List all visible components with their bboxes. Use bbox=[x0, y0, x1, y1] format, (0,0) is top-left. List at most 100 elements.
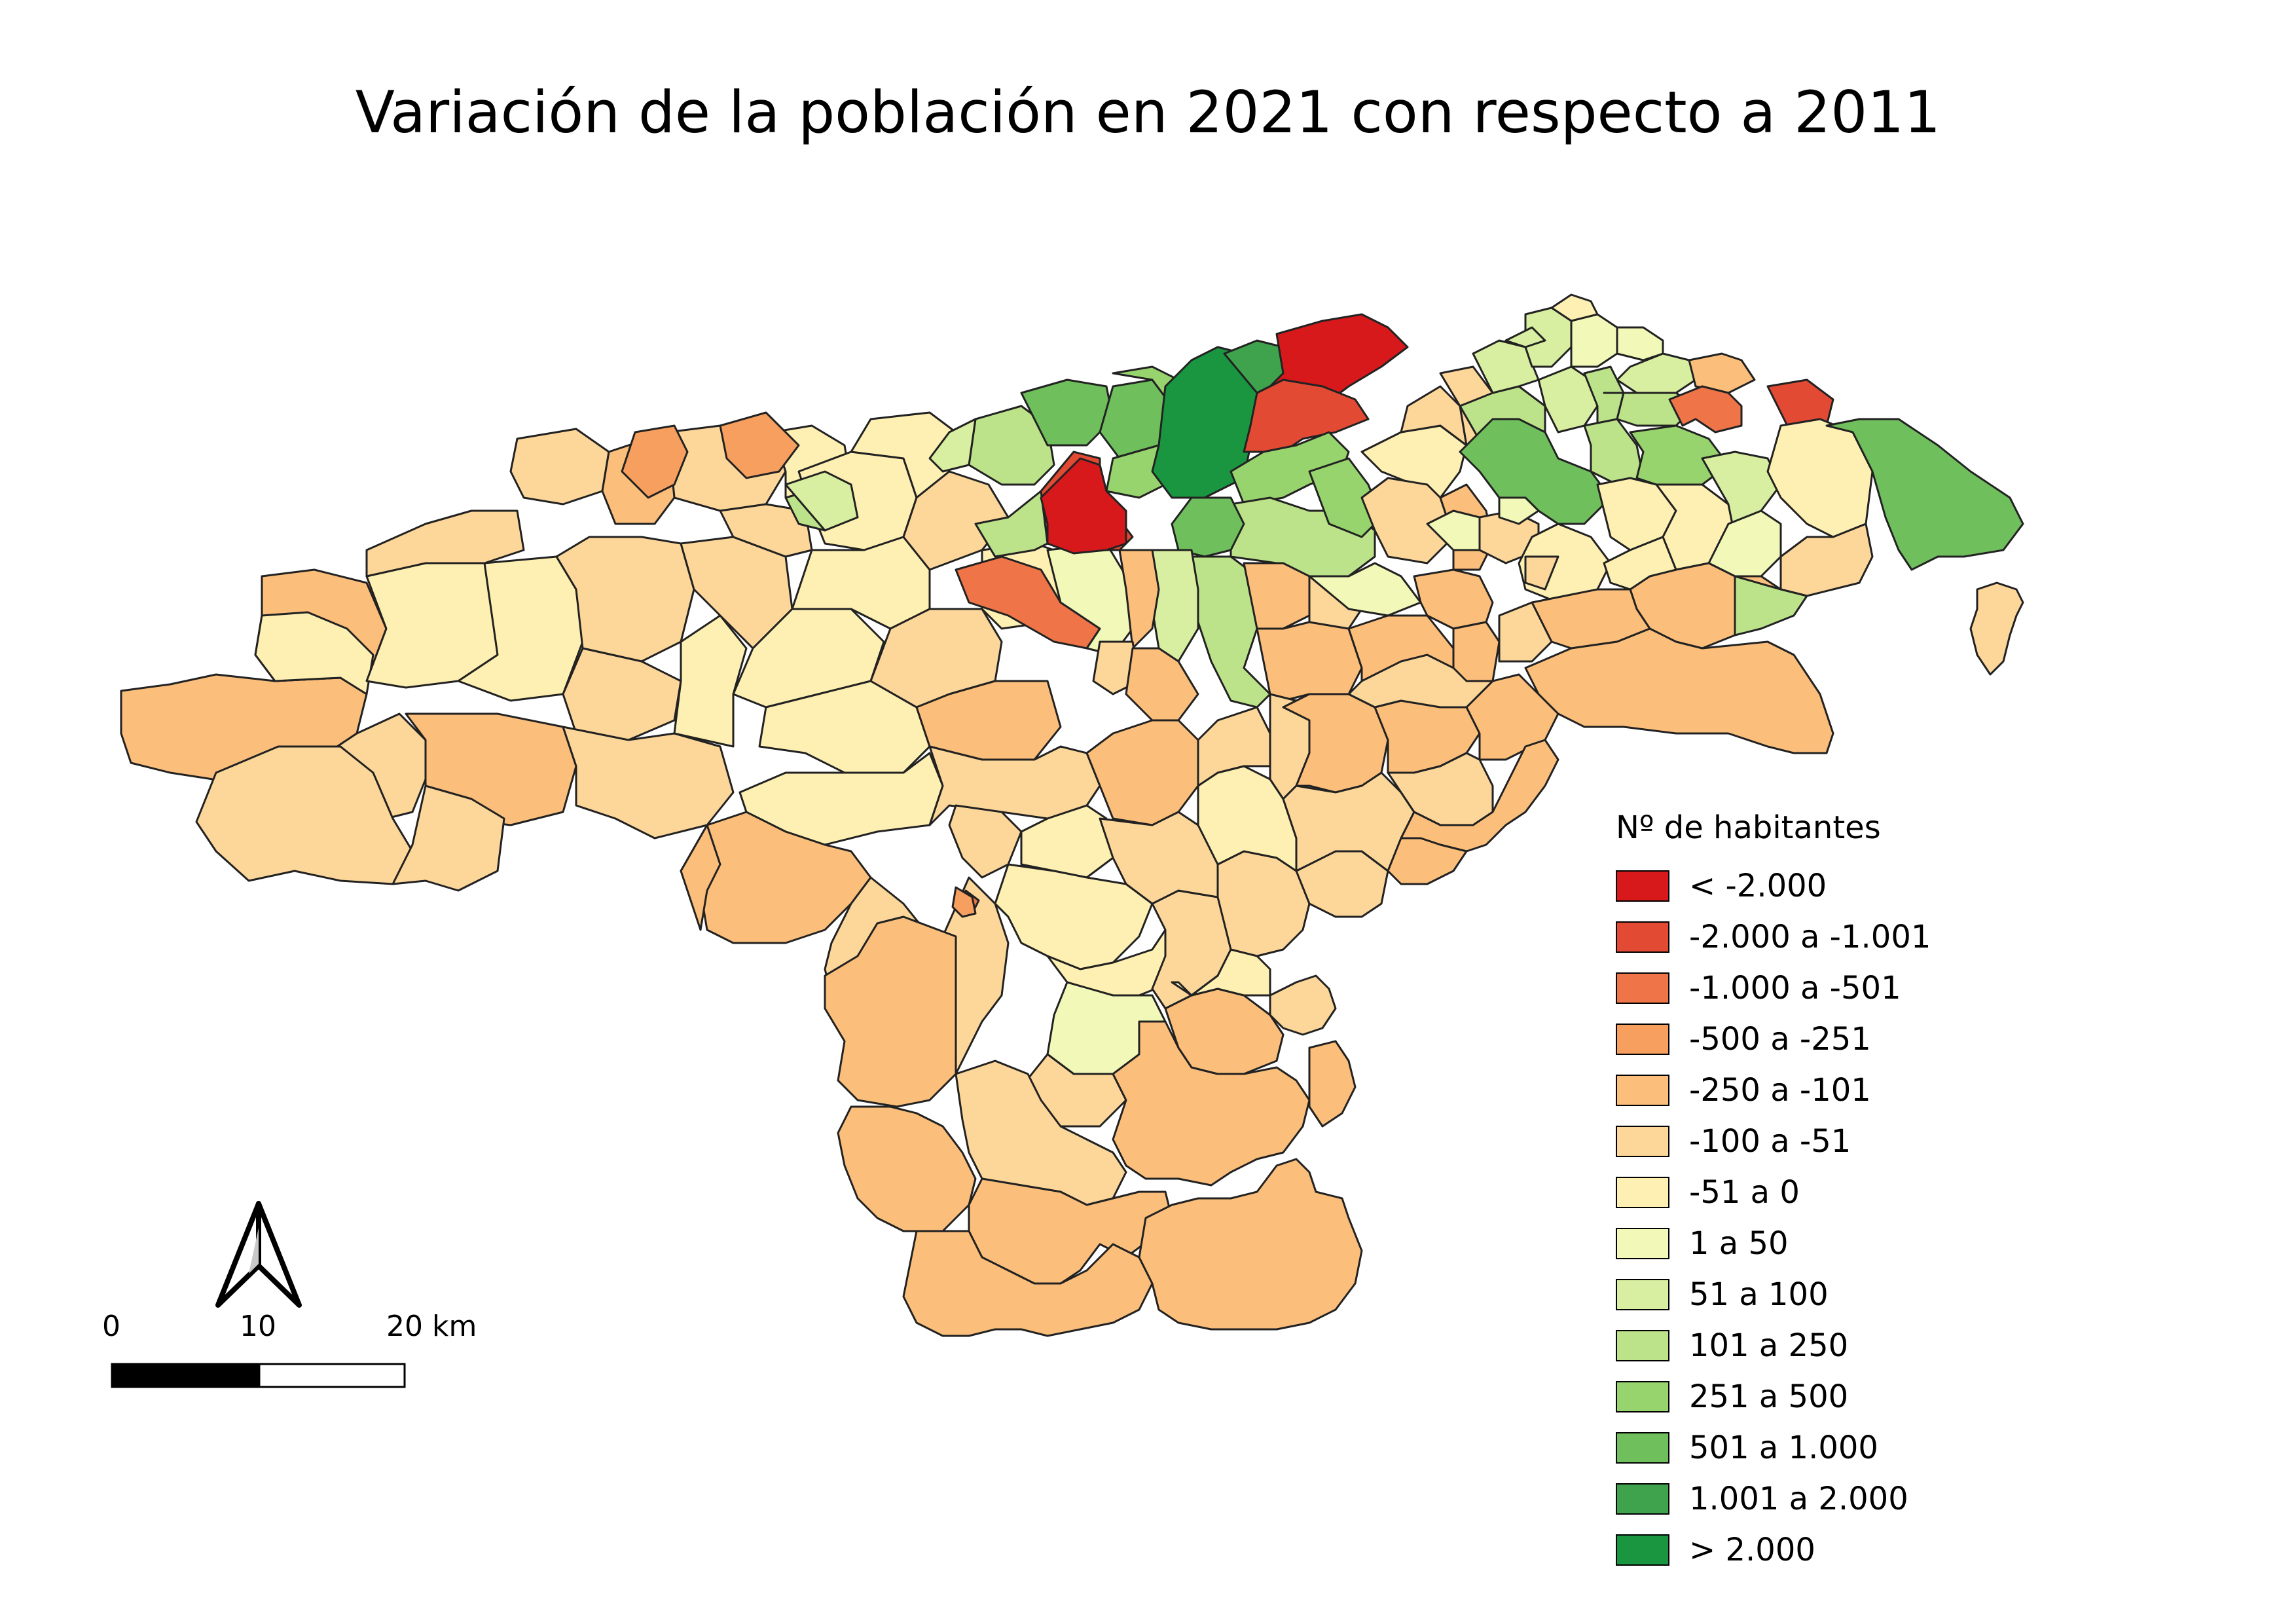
legend-swatch bbox=[1616, 1075, 1669, 1106]
municipality bbox=[1969, 581, 2024, 676]
municipality bbox=[1308, 1040, 1357, 1128]
municipality bbox=[1138, 1158, 1363, 1331]
legend-label: 251 a 500 bbox=[1689, 1378, 1849, 1415]
scale-segment-black bbox=[111, 1363, 261, 1388]
scale-tick-10: 10 bbox=[240, 1310, 276, 1343]
legend-swatch bbox=[1616, 1024, 1669, 1055]
legend-item: -100 a -51 bbox=[1616, 1116, 1931, 1167]
legend-label: -2.000 a -1.001 bbox=[1689, 919, 1931, 955]
legend-swatch bbox=[1616, 1330, 1669, 1361]
legend-label: < -2.000 bbox=[1689, 868, 1827, 904]
legend-swatch bbox=[1616, 1228, 1669, 1259]
municipality bbox=[1171, 948, 1271, 997]
legend-item: < -2.000 bbox=[1616, 860, 1931, 912]
scale-tick-0: 0 bbox=[102, 1310, 120, 1343]
municipality bbox=[509, 428, 610, 506]
legend-label: -51 a 0 bbox=[1689, 1174, 1800, 1211]
municipality bbox=[955, 1060, 1127, 1206]
legend-item: -500 a -251 bbox=[1616, 1014, 1931, 1065]
municipality bbox=[758, 680, 931, 774]
legend-label: -500 a -251 bbox=[1689, 1021, 1871, 1058]
municipality bbox=[1603, 536, 1677, 591]
legend-label: 1 a 50 bbox=[1689, 1225, 1789, 1262]
municipality bbox=[1308, 562, 1422, 617]
municipalities-layer bbox=[120, 293, 2024, 1337]
municipality bbox=[719, 411, 800, 479]
legend-swatch bbox=[1616, 870, 1669, 902]
municipality bbox=[1171, 496, 1245, 558]
legend-swatch bbox=[1616, 1432, 1669, 1464]
legend-label: -100 a -51 bbox=[1689, 1123, 1851, 1160]
municipality bbox=[968, 405, 1055, 486]
municipality bbox=[1387, 837, 1468, 885]
scale-segment-white bbox=[258, 1363, 406, 1388]
legend-swatch bbox=[1616, 1126, 1669, 1157]
municipality bbox=[1085, 719, 1199, 826]
municipality bbox=[1498, 496, 1540, 525]
municipality bbox=[1734, 575, 1808, 637]
municipality bbox=[673, 614, 748, 748]
municipality bbox=[1118, 549, 1160, 650]
municipality bbox=[365, 509, 525, 578]
legend: Nº de habitantes < -2.000 -2.000 a -1.00… bbox=[1616, 807, 1931, 1576]
legend-label: 101 a 250 bbox=[1689, 1327, 1849, 1364]
municipality bbox=[1498, 601, 1553, 663]
legend-title: Nº de habitantes bbox=[1616, 809, 1881, 846]
municipality bbox=[1524, 627, 1834, 754]
municipality bbox=[621, 424, 689, 499]
legend-item: -2.000 a -1.001 bbox=[1616, 912, 1931, 963]
legend-item: -250 a -101 bbox=[1616, 1065, 1931, 1116]
municipality bbox=[1243, 378, 1370, 453]
north-arrow-icon bbox=[215, 1201, 302, 1308]
legend-swatch bbox=[1616, 1177, 1669, 1208]
municipality bbox=[1504, 326, 1546, 348]
municipality bbox=[824, 915, 957, 1108]
municipality bbox=[555, 536, 695, 663]
municipality bbox=[1256, 621, 1363, 702]
legend-item: 1 a 50 bbox=[1616, 1218, 1931, 1269]
legend-swatch bbox=[1616, 1381, 1669, 1412]
municipality bbox=[1531, 588, 1651, 650]
legend-item: 251 a 500 bbox=[1616, 1371, 1931, 1422]
legend-item: 51 a 100 bbox=[1616, 1269, 1931, 1320]
municipality bbox=[1701, 451, 1782, 538]
legend-item: 501 a 1.000 bbox=[1616, 1422, 1931, 1473]
municipality bbox=[1269, 974, 1337, 1036]
municipality bbox=[1550, 293, 1599, 322]
municipality bbox=[784, 470, 859, 532]
legend-label: > 2.000 bbox=[1689, 1532, 1815, 1568]
legend-label: -1.000 a -501 bbox=[1689, 970, 1901, 1006]
municipality bbox=[392, 784, 505, 892]
legend-item: > 2.000 bbox=[1616, 1524, 1931, 1576]
municipality bbox=[902, 470, 1010, 571]
municipality bbox=[902, 1230, 1154, 1337]
municipality bbox=[254, 611, 374, 695]
municipality bbox=[1099, 811, 1219, 905]
municipality bbox=[1347, 654, 1494, 709]
municipality bbox=[928, 418, 977, 473]
legend-item: -51 a 0 bbox=[1616, 1167, 1931, 1218]
legend-item: -1.000 a -501 bbox=[1616, 963, 1931, 1014]
legend-swatch bbox=[1616, 1483, 1669, 1515]
legend-label: -250 a -101 bbox=[1689, 1072, 1871, 1109]
municipality bbox=[1040, 457, 1127, 555]
legend-swatch bbox=[1616, 1279, 1669, 1310]
municipality bbox=[1465, 673, 1559, 761]
municipality bbox=[1616, 326, 1664, 361]
legend-swatch bbox=[1616, 1534, 1669, 1566]
municipality bbox=[837, 1105, 977, 1232]
municipality bbox=[1125, 647, 1199, 722]
municipality bbox=[1524, 555, 1559, 591]
legend-swatch bbox=[1616, 972, 1669, 1004]
legend-label: 1.001 a 2.000 bbox=[1689, 1481, 1908, 1517]
municipality bbox=[1825, 418, 2024, 571]
municipality bbox=[948, 804, 1023, 879]
legend-item: 101 a 250 bbox=[1616, 1320, 1931, 1371]
municipality bbox=[1537, 365, 1599, 434]
legend-swatch bbox=[1616, 921, 1669, 953]
municipality bbox=[1105, 444, 1167, 499]
municipality bbox=[1387, 752, 1494, 826]
map-title: Variación de la población en 2021 con re… bbox=[355, 79, 1941, 146]
municipality bbox=[562, 647, 682, 741]
